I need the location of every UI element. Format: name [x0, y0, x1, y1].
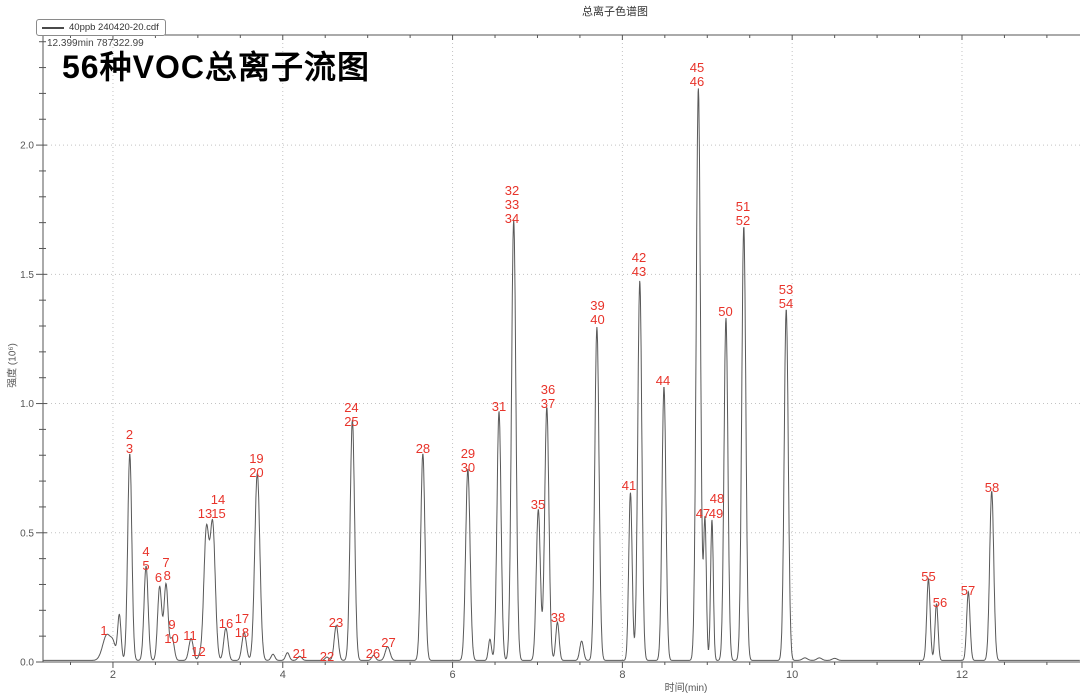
x-tick-label: 4: [280, 669, 286, 681]
peak-label: 38: [551, 610, 565, 625]
peak-label: 29: [461, 446, 475, 461]
peak-label: 19: [249, 451, 263, 466]
peak-label: 41: [622, 478, 636, 493]
peak-label: 2: [126, 427, 133, 442]
peak-label: 37: [541, 396, 555, 411]
peak-label: 18: [235, 625, 249, 640]
peak-label: 32: [505, 183, 519, 198]
peak-label: 39: [590, 298, 604, 313]
cursor-readout: 12.399min 787322.99: [47, 38, 144, 49]
y-tick-label: 1.5: [20, 270, 34, 281]
peak-label: 53: [779, 282, 793, 297]
peak-label: 31: [492, 399, 506, 414]
peak-label: 12: [191, 644, 205, 659]
peak-label: 36: [541, 382, 555, 397]
peak-label: 55: [921, 569, 935, 584]
slide-heading: 56种VOC总离子流图: [62, 49, 370, 85]
peak-label: 15: [211, 506, 225, 521]
legend-line-icon: [42, 26, 64, 29]
peak-label: 11: [183, 628, 197, 643]
legend-item[interactable]: 40ppb 240420-20.cdf: [36, 19, 166, 36]
peak-label: 22: [320, 649, 334, 664]
y-tick-label: 1.0: [20, 399, 34, 410]
peak-label: 24: [344, 400, 358, 415]
peak-label: 56: [933, 595, 947, 610]
peak-label: 21: [293, 646, 307, 661]
peak-label: 10: [164, 631, 178, 646]
y-tick-label: 2.0: [20, 141, 34, 152]
x-tick-label: 2: [110, 669, 116, 681]
peak-label: 48: [710, 491, 724, 506]
peak-label: 42: [632, 250, 646, 265]
chart-title: 总离子色谱图: [582, 6, 648, 18]
y-axis-title: 强度 (10⁶): [7, 343, 19, 388]
peak-label: 40: [590, 312, 604, 327]
y-tick-label: 0.5: [20, 528, 34, 539]
peak-label: 25: [344, 414, 358, 429]
peak-label: 9: [168, 617, 175, 632]
peak-label: 54: [779, 296, 793, 311]
peak-label: 35: [531, 497, 545, 512]
peak-label: 14: [211, 492, 225, 507]
peak-label: 33: [505, 197, 519, 212]
peak-label: 16: [219, 616, 233, 631]
peak-label: 50: [718, 304, 732, 319]
peak-label: 1: [100, 623, 107, 638]
x-tick-label: 12: [956, 669, 968, 681]
peak-label: 51: [736, 199, 750, 214]
peak-label: 23: [329, 615, 343, 630]
peak-label: 26: [366, 646, 380, 661]
chromatogram-trace: [43, 88, 1080, 661]
x-tick-label: 6: [450, 669, 456, 681]
x-axis-title: 时间(min): [664, 683, 708, 694]
peak-label: 13: [198, 506, 212, 521]
peak-label: 30: [461, 460, 475, 475]
peak-label: 49: [709, 506, 723, 521]
peak-label: 6: [155, 570, 162, 585]
peak-label: 3: [126, 441, 133, 456]
peak-label: 58: [985, 480, 999, 495]
peak-label: 28: [416, 441, 430, 456]
peak-label: 5: [142, 558, 149, 573]
x-tick-label: 10: [786, 669, 798, 681]
peak-label: 47: [696, 506, 710, 521]
peak-label: 27: [381, 635, 395, 650]
peak-label: 57: [961, 583, 975, 598]
peak-label: 46: [690, 74, 704, 89]
x-tick-label: 8: [619, 669, 625, 681]
peak-label: 4: [142, 544, 149, 559]
peak-label: 44: [656, 373, 670, 388]
peak-label: 8: [164, 568, 171, 583]
y-tick-label: 0.0: [20, 658, 34, 669]
peak-label: 34: [505, 211, 519, 226]
peak-label: 20: [249, 465, 263, 480]
peak-label: 7: [162, 555, 169, 570]
peak-label: 43: [632, 264, 646, 279]
peak-label: 52: [736, 213, 750, 228]
peak-label: 45: [690, 60, 704, 75]
peak-label: 17: [235, 611, 249, 626]
legend-series-label: 40ppb 240420-20.cdf: [69, 22, 159, 33]
